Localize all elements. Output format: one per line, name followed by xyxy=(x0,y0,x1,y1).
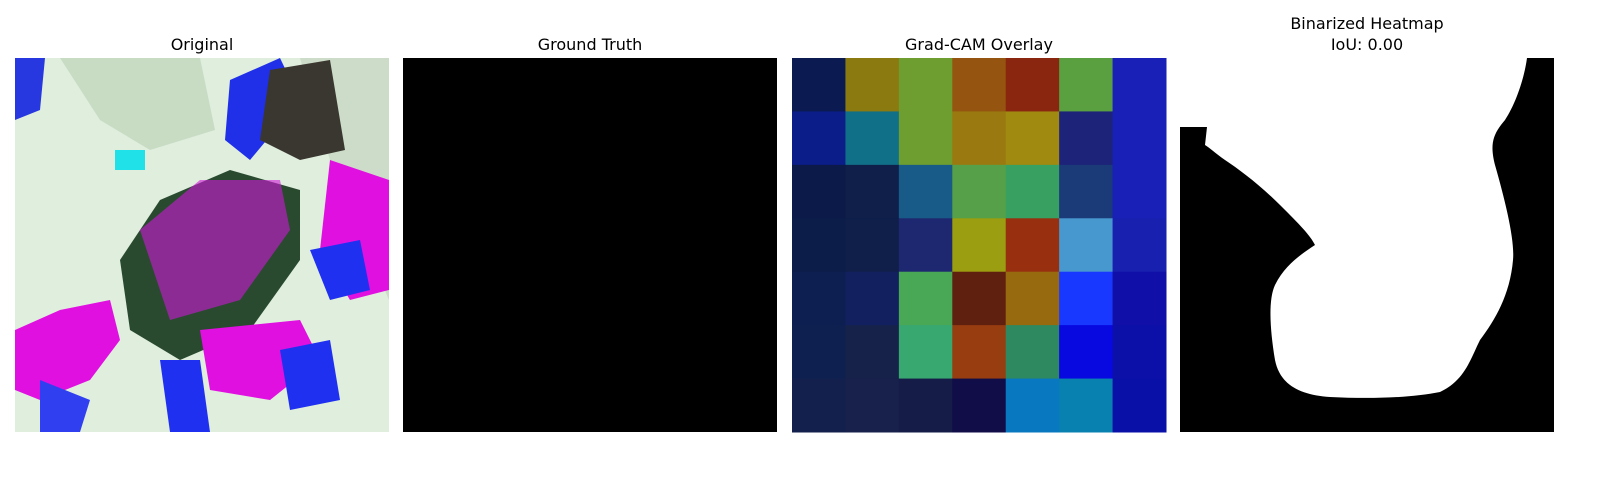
gradcam-cell xyxy=(792,218,846,273)
gradcam-cell xyxy=(845,325,900,380)
gradcam-cell xyxy=(1059,325,1114,380)
gradcam-cell xyxy=(1005,325,1060,380)
gradcam-cell xyxy=(792,111,846,166)
gradcam-cell xyxy=(1112,378,1167,433)
panel-title: Ground Truth xyxy=(538,35,643,54)
gradcam-cell xyxy=(1112,58,1167,112)
gradcam-cell xyxy=(1112,271,1167,326)
gradcam-cell xyxy=(898,164,953,219)
gradcam-cell xyxy=(1005,378,1060,433)
gradcam-cell xyxy=(1005,111,1060,166)
gradcam-cell xyxy=(898,111,953,166)
gradcam-cell xyxy=(1112,164,1167,219)
gradcam-cell xyxy=(952,325,1007,380)
gradcam-cell xyxy=(845,164,900,219)
gradcam-cell xyxy=(845,111,900,166)
titles: Original Ground Truth Grad-CAM Overlay Bina… xyxy=(171,14,1444,54)
gradcam-cell xyxy=(792,378,846,433)
panel-title: Binarized Heatmap xyxy=(1290,14,1443,33)
gradcam-cell xyxy=(898,378,953,433)
gradcam-cell xyxy=(952,271,1007,326)
gradcam-cell xyxy=(845,271,900,326)
gradcam-cell xyxy=(1059,58,1114,112)
gradcam-cell xyxy=(952,111,1007,166)
original-image xyxy=(15,58,389,432)
gradcam-cell xyxy=(1059,111,1114,166)
gradcam-cell xyxy=(792,58,846,112)
gradcam-cell xyxy=(898,58,953,112)
gradcam-cell xyxy=(952,378,1007,433)
gradcam-cell xyxy=(898,325,953,380)
gradcam-cell xyxy=(1112,218,1167,273)
gradcam-cell xyxy=(1112,325,1167,380)
panel-title: Grad-CAM Overlay xyxy=(905,35,1053,54)
gradcam-cell xyxy=(1059,271,1114,326)
gradcam-image xyxy=(792,58,1167,433)
gradcam-cell xyxy=(952,58,1007,112)
gradcam-cell xyxy=(898,271,953,326)
gradcam-cell xyxy=(792,325,846,380)
gradcam-cell xyxy=(845,58,900,112)
gradcam-cell xyxy=(1005,164,1060,219)
gradcam-cell xyxy=(792,164,846,219)
binarized-image xyxy=(1180,58,1554,432)
gradcam-cell xyxy=(845,378,900,433)
gradcam-cell xyxy=(1005,218,1060,273)
gradcam-cell xyxy=(1059,218,1114,273)
gradcam-cell xyxy=(952,218,1007,273)
gradcam-cell xyxy=(1005,271,1060,326)
gradcam-cell xyxy=(845,218,900,273)
gradcam-cell xyxy=(1005,58,1060,112)
gradcam-cell xyxy=(1112,111,1167,166)
gradcam-cell xyxy=(792,271,846,326)
panel-title: Original xyxy=(171,35,234,54)
gradcam-cell xyxy=(1059,164,1114,219)
ground-truth-image xyxy=(403,58,777,432)
gradcam-cell xyxy=(898,218,953,273)
gradcam-cell xyxy=(952,164,1007,219)
gradcam-cell xyxy=(1059,378,1114,433)
panel-subtitle: IoU: 0.00 xyxy=(1331,35,1403,54)
